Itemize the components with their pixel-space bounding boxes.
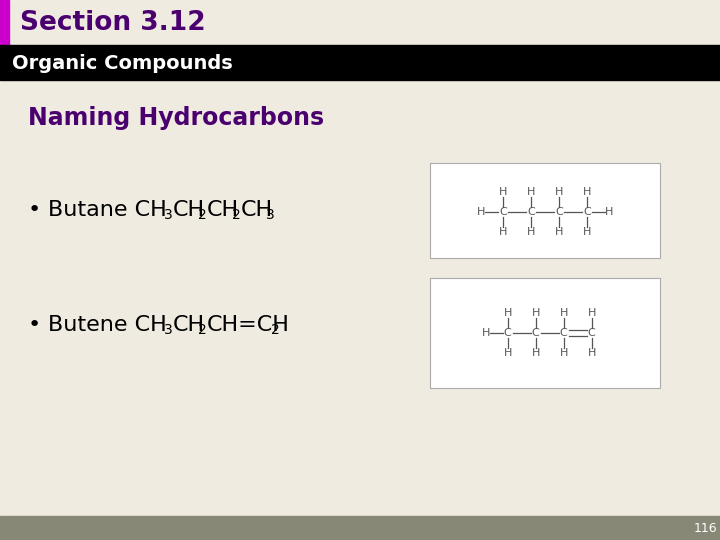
Bar <box>0 45 720 80</box>
Text: H: H <box>482 328 490 338</box>
Text: •: • <box>28 315 41 335</box>
Text: H: H <box>559 348 568 358</box>
Text: H: H <box>582 187 591 198</box>
Text: H: H <box>555 187 563 198</box>
Text: H: H <box>582 227 591 238</box>
Text: H: H <box>559 308 568 318</box>
Text: C: C <box>527 207 535 218</box>
Text: H: H <box>588 348 595 358</box>
Text: 116: 116 <box>693 522 717 535</box>
Text: •: • <box>28 200 41 220</box>
Text: C: C <box>555 207 563 218</box>
Text: H: H <box>588 308 595 318</box>
Text: C: C <box>532 328 539 338</box>
Text: 2: 2 <box>198 323 207 337</box>
Text: CH: CH <box>207 200 238 220</box>
Text: C: C <box>583 207 591 218</box>
Text: H: H <box>527 227 535 238</box>
Text: 3: 3 <box>164 208 173 222</box>
Text: Organic Compounds: Organic Compounds <box>12 53 233 73</box>
Text: Butene CH: Butene CH <box>48 315 167 335</box>
Text: H: H <box>605 207 613 218</box>
Bar <box>430 163 660 258</box>
Text: H: H <box>555 227 563 238</box>
Text: 2: 2 <box>233 208 241 222</box>
Text: C: C <box>588 328 595 338</box>
Text: CH: CH <box>240 200 273 220</box>
Text: CH=CH: CH=CH <box>207 315 289 335</box>
Text: CH: CH <box>172 200 204 220</box>
Text: H: H <box>531 348 540 358</box>
Text: Section 3.12: Section 3.12 <box>20 10 206 36</box>
Text: H: H <box>499 187 507 198</box>
Text: 2: 2 <box>271 323 279 337</box>
Text: Naming Hydrocarbons: Naming Hydrocarbons <box>28 106 324 130</box>
Text: H: H <box>477 207 485 218</box>
Text: H: H <box>531 308 540 318</box>
Text: Butane CH: Butane CH <box>48 200 167 220</box>
Text: C: C <box>499 207 507 218</box>
Text: H: H <box>503 308 512 318</box>
Text: 3: 3 <box>266 208 275 222</box>
Bar <box>0 0 9 45</box>
Text: C: C <box>504 328 511 338</box>
Text: C: C <box>559 328 567 338</box>
Text: 2: 2 <box>198 208 207 222</box>
Text: H: H <box>499 227 507 238</box>
Text: H: H <box>527 187 535 198</box>
Bar <box>430 278 660 388</box>
Text: H: H <box>503 348 512 358</box>
Text: 3: 3 <box>164 323 173 337</box>
Bar <box>0 516 720 540</box>
Text: CH: CH <box>172 315 204 335</box>
